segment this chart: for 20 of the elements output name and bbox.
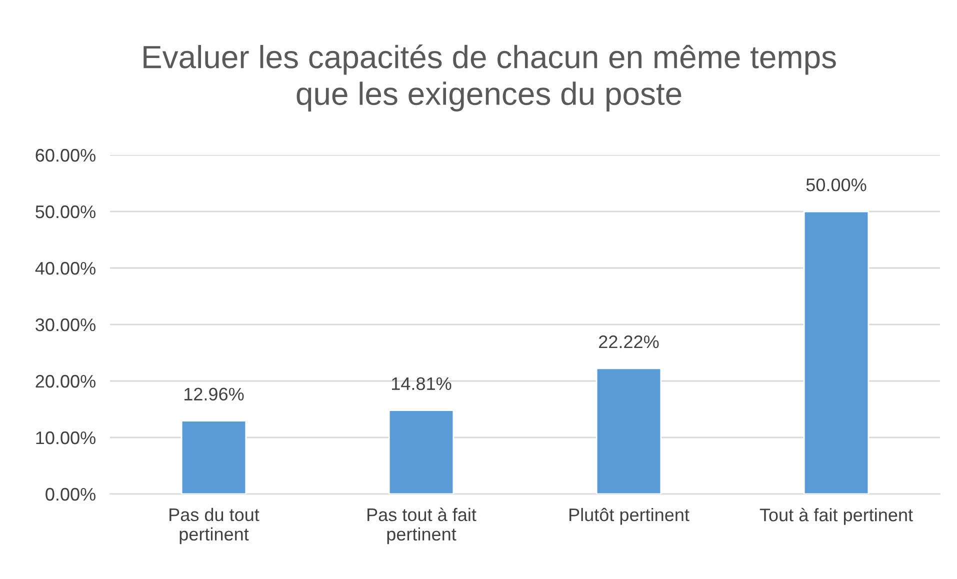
y-tick-label: 50.00% [36, 205, 96, 218]
y-tick-label: 10.00% [36, 431, 96, 444]
x-tick-label: Plutôt pertinent [570, 508, 690, 525]
bar [180, 420, 247, 494]
chart-title: Evaluer les capacités de chacun en même temps que les exigences du poste [144, 44, 836, 112]
y-tick-label: 20.00% [36, 374, 96, 388]
y-tick-label: 30.00% [36, 318, 96, 332]
y-tick-label: 0.00% [46, 488, 96, 501]
data-label: 12.96% [184, 388, 244, 401]
y-tick-label: 40.00% [35, 262, 96, 275]
x-tick-label: Pas tout à fait pertinent [368, 508, 476, 544]
y-tick-label: 60.00% [36, 148, 96, 162]
bar [388, 410, 454, 494]
data-label: 50.00% [806, 178, 866, 192]
data-label: 14.81% [392, 377, 452, 390]
bar [596, 368, 662, 494]
bar [803, 210, 870, 494]
x-tick-label: Pas du tout pertinent [170, 508, 260, 544]
x-tick-label: Tout à fait pertinent [760, 508, 913, 525]
data-label: 22.22% [599, 335, 659, 348]
